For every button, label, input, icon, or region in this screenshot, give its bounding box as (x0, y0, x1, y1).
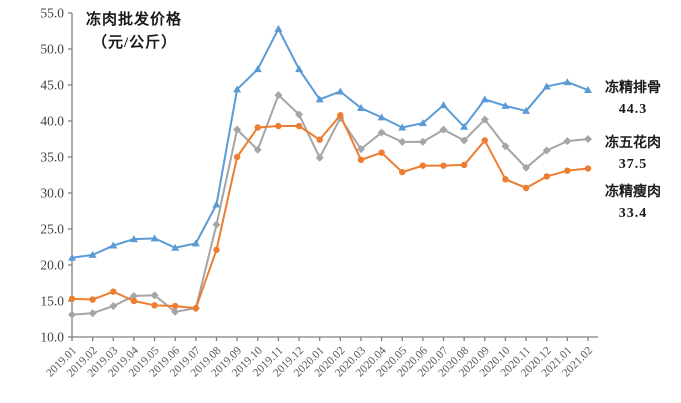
series-latest-value: 44.3 (618, 102, 648, 117)
series-0 (68, 24, 592, 261)
series-latest-value: 37.5 (618, 157, 648, 172)
y-tick-label: 20.0 (40, 258, 64, 273)
y-tick-label: 45.0 (40, 78, 64, 93)
series-label-dongjingpaigu: 冻精排骨 44.3 (590, 78, 676, 120)
series-name: 冻五花肉 (605, 136, 661, 151)
chart-unit-label: （元/公斤） (92, 35, 178, 51)
y-tick-label: 35.0 (40, 150, 64, 165)
series-name: 冻精瘦肉 (605, 185, 661, 200)
y-tick-label: 10.0 (40, 330, 64, 345)
series-label-dongwuhuarou: 冻五花肉 37.5 (590, 133, 676, 175)
series-1 (68, 91, 592, 319)
y-axis-ticks: 10.0 15.0 20.0 25.0 30.0 35.0 40.0 45.0 50.0 55.0 (40, 6, 72, 345)
y-tick-label: 30.0 (40, 186, 64, 201)
chart-title: 冻肉批发价格 (86, 12, 183, 28)
series-2 (68, 112, 592, 312)
y-tick-label: 55.0 (40, 6, 64, 21)
series-name: 冻精排骨 (605, 81, 661, 96)
x-axis-ticks: 2019.012019.022019.032019.042019.052019.… (44, 337, 595, 380)
axes (71, 13, 598, 338)
y-tick-label: 15.0 (40, 294, 64, 309)
y-tick-label: 25.0 (40, 222, 64, 237)
series-label-dongjingshourou: 冻精瘦肉 33.4 (590, 182, 676, 224)
series-latest-value: 33.4 (618, 206, 648, 221)
y-tick-label: 40.0 (40, 114, 64, 129)
y-tick-label: 50.0 (40, 42, 64, 57)
